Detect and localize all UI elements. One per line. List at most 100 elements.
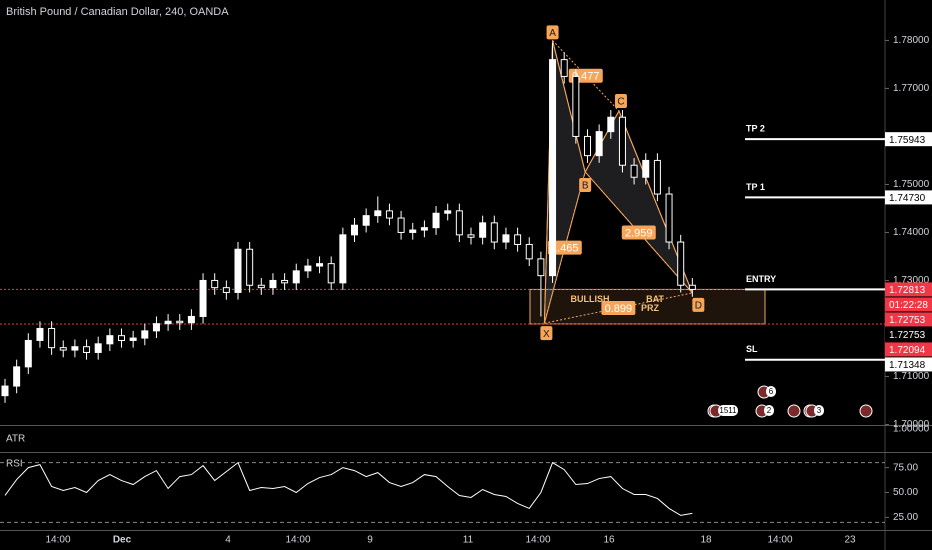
candle-body [537, 258, 545, 277]
candle-body [653, 159, 661, 195]
candle-body [292, 270, 300, 284]
candle-body [688, 284, 696, 290]
pattern-point-label: B [582, 181, 589, 192]
pattern-point-label: A [549, 28, 556, 39]
y-tick-label: 1.77000 [893, 83, 930, 94]
x-tick-label: 23 [844, 535, 856, 546]
y-tick-label: 75.00 [893, 462, 918, 473]
candle-body [83, 346, 91, 353]
candle-body [514, 234, 522, 245]
level-label: SL [746, 344, 758, 354]
pattern-point [579, 177, 592, 192]
ratio-box [621, 225, 656, 240]
candle-body [572, 75, 580, 137]
candle-body [129, 337, 137, 341]
candle-body [339, 234, 347, 284]
candle-body [502, 234, 510, 243]
candle-body [595, 131, 603, 157]
event-label: 3 [817, 406, 822, 415]
y-tick-label: 1.78000 [893, 35, 930, 46]
chart-title: British Pound / Canadian Dollar, 240, OA… [6, 6, 229, 18]
candle-body [94, 343, 102, 353]
x-tick-label: 14:00 [767, 535, 792, 546]
candle-body [316, 263, 324, 267]
x-tick-label: 4 [225, 535, 231, 546]
candle-body [549, 59, 557, 277]
event-badge [718, 405, 738, 416]
candle-body [618, 116, 626, 166]
pattern-point [614, 93, 627, 108]
level-label: ENTRY [746, 274, 776, 284]
event-label: 2 [767, 406, 772, 415]
ratio-box [547, 240, 582, 255]
price-tag [885, 132, 932, 147]
price-tag [885, 342, 932, 357]
candle-body [141, 330, 149, 339]
rsi-line [4, 461, 693, 516]
pattern-point-label: X [543, 329, 550, 340]
price-tag-label: 1.71348 [889, 360, 926, 371]
candle-body [642, 159, 650, 178]
x-tick-label: 14:00 [45, 535, 70, 546]
candle-body [176, 320, 184, 324]
candle-body [199, 279, 207, 317]
price-tag [885, 327, 932, 342]
candle-body [246, 248, 254, 286]
price-tag-label: 1.74730 [889, 193, 926, 204]
x-tick-label: 14:00 [525, 535, 550, 546]
atr-tick-label: 1.00000 [893, 424, 930, 435]
candle-body [13, 366, 21, 387]
candle-body [327, 263, 335, 284]
price-tag-label: 1.72094 [889, 345, 926, 356]
candle-body [234, 248, 242, 293]
candle-body [48, 327, 56, 349]
price-tag-label: 1.72753 [889, 315, 926, 326]
candle-body [71, 346, 79, 351]
level-label: TP 2 [746, 124, 765, 134]
ratio-label: 2.959 [625, 227, 653, 239]
candle-body [257, 284, 265, 289]
candle-body [455, 210, 463, 236]
pattern-point [540, 326, 553, 341]
candle-body [304, 265, 312, 272]
pattern-point-label: D [695, 301, 702, 312]
y-tick-label: 1.70000 [893, 419, 930, 430]
ratio-line [544, 292, 693, 324]
x-tick-label: 14:00 [285, 535, 310, 546]
candle-body [187, 315, 195, 324]
candle-body [525, 243, 533, 260]
candle-body [106, 335, 114, 345]
price-tag [885, 282, 932, 297]
candle-body [409, 229, 417, 233]
candle-body [374, 210, 382, 217]
x-tick-label: 18 [700, 535, 712, 546]
event-icon [787, 404, 801, 418]
candle-body [397, 217, 405, 233]
pattern-point-label: C [617, 97, 624, 108]
candle-body [490, 222, 498, 243]
event-label: 1511 [719, 406, 737, 415]
candle-body [432, 212, 440, 229]
ratio-label: 0.899 [605, 303, 633, 315]
y-tick-label: 25.00 [893, 512, 918, 523]
candle-body [677, 241, 685, 286]
candle-body [584, 135, 591, 157]
prz-text: BAT [646, 294, 664, 304]
candle-body [118, 335, 125, 341]
candle-body [607, 116, 615, 133]
candle-body [211, 279, 219, 289]
candle-body [560, 59, 568, 77]
price-tag-label: 1.75943 [889, 135, 926, 146]
candle-body [281, 279, 289, 284]
y-tick-label: 1.71000 [893, 371, 930, 382]
candle-body [420, 227, 428, 231]
x-tick-label: 11 [463, 535, 474, 546]
candle-body [467, 234, 475, 238]
x-tick-label: Dec [113, 535, 132, 546]
candle-body [152, 323, 160, 332]
candle-body [665, 193, 673, 243]
price-tag-label: 1.72753 [889, 330, 926, 341]
event-icon [859, 404, 873, 418]
